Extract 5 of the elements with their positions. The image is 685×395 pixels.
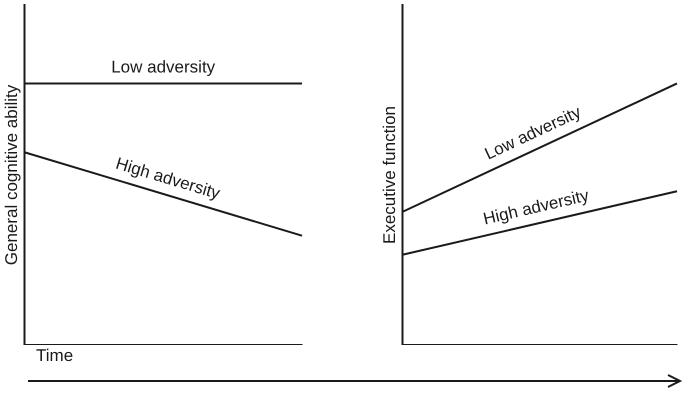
y-axis-title: General cognitive ability: [2, 84, 21, 266]
text: High adversity: [481, 186, 592, 228]
x-axis-title: Time: [36, 346, 74, 366]
y-axis-title: Executive function: [380, 106, 399, 244]
series-label: Low adversity: [111, 58, 216, 77]
